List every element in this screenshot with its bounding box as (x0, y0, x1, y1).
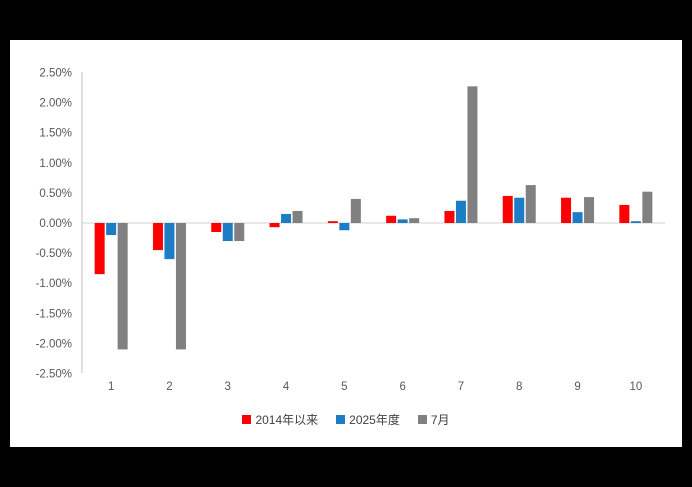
legend-item-series-3: 7月 (417, 411, 450, 428)
bar (106, 223, 117, 236)
bar (397, 219, 408, 223)
bar (514, 197, 525, 223)
bar (467, 86, 478, 223)
bar (327, 221, 338, 223)
chart-legend: 2014年以来 2025年度 7月 (10, 411, 682, 428)
x-axis-tick-label: 4 (283, 381, 290, 393)
bar (152, 223, 163, 251)
bar (630, 221, 641, 223)
bar (94, 223, 105, 275)
y-axis-tick-label: 0.50% (39, 188, 72, 200)
legend-label-series-2: 2025年度 (349, 413, 400, 427)
y-axis-tick-label: -0.50% (36, 248, 72, 260)
x-axis-tick-label: 9 (574, 381, 580, 393)
bar (525, 185, 536, 223)
bar (164, 223, 175, 260)
x-axis-tick-label: 5 (341, 381, 347, 393)
bar (350, 198, 361, 223)
x-axis-tick-label: 2 (166, 381, 172, 393)
bar-chart: 2.50% 2.00% 1.50% 1.00% 0.50% 0.00% -0.50% -1.0… (36, 68, 665, 393)
y-axis-tick-label: 1.50% (39, 128, 72, 140)
bar (117, 223, 128, 350)
bar (502, 195, 513, 223)
legend-item-series-1: 2014年以来 (242, 411, 318, 428)
bar (175, 223, 186, 350)
x-axis-tick-label: 3 (225, 381, 231, 393)
bar (619, 204, 630, 223)
bar (211, 223, 222, 233)
bar (292, 210, 303, 223)
bar (409, 218, 420, 223)
bar (339, 223, 350, 231)
bar (572, 212, 583, 223)
bar (234, 223, 245, 242)
bar (222, 223, 233, 242)
x-axis-tick-label: 7 (458, 381, 464, 393)
legend-item-series-2: 2025年度 (336, 411, 400, 428)
bar (455, 200, 466, 223)
bar (386, 215, 397, 223)
y-axis-tick-label: -1.00% (36, 278, 72, 290)
y-axis-tick-label: -2.50% (36, 369, 72, 381)
bar (642, 191, 653, 223)
bar (269, 223, 280, 228)
y-axis-tick-label: 2.50% (39, 68, 72, 80)
bar (584, 197, 595, 223)
y-axis-tick-label: -1.50% (36, 308, 72, 320)
y-axis-tick-label: -2.00% (36, 338, 72, 350)
x-axis-tick-label: 1 (108, 381, 114, 393)
bar (444, 210, 455, 223)
x-axis-tick-label: 6 (399, 381, 405, 393)
chart-panel: 2.50% 2.00% 1.50% 1.00% 0.50% 0.00% -0.50% -1.0… (10, 40, 682, 447)
x-axis-tick-label: 8 (516, 381, 522, 393)
legend-label-series-3: 7月 (430, 413, 450, 427)
y-axis-tick-label: 1.00% (39, 158, 72, 170)
legend-swatch-red (242, 415, 252, 424)
legend-swatch-blue (336, 415, 346, 424)
legend-swatch-gray (417, 415, 427, 424)
legend-label-series-1: 2014年以来 (255, 413, 319, 427)
bar (561, 197, 572, 223)
y-axis-tick-label: 0.00% (39, 218, 72, 230)
x-axis-tick-label: 10 (629, 381, 642, 393)
bar (281, 213, 292, 223)
y-axis-tick-label: 2.00% (39, 98, 72, 110)
